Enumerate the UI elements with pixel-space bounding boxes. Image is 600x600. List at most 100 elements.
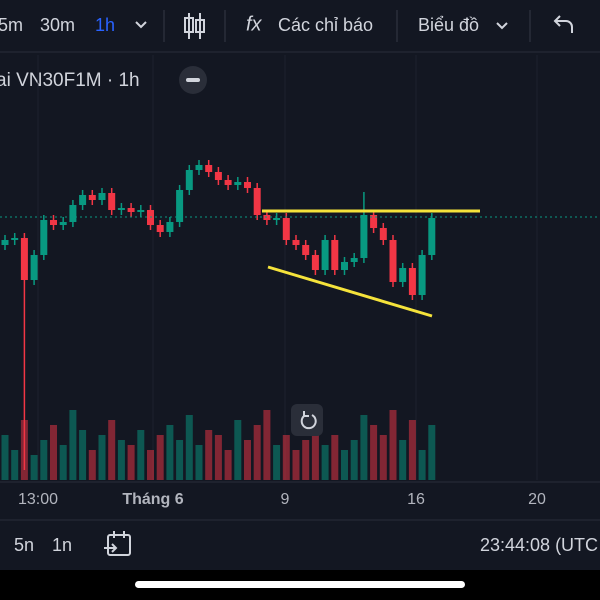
candle-body	[350, 258, 358, 262]
volume-bar	[88, 450, 96, 480]
candle-body	[79, 195, 87, 205]
volume-bar	[147, 450, 154, 480]
interval-5m[interactable]: 5m	[0, 15, 23, 35]
candle-body	[311, 255, 319, 270]
volume-bar	[117, 440, 125, 480]
candle-body	[253, 188, 261, 215]
volume-bar	[311, 430, 319, 480]
reset-button[interactable]	[291, 404, 323, 436]
x-tick-label: 20	[528, 491, 546, 508]
interval-30m[interactable]: 30m	[40, 15, 75, 35]
candle-body	[137, 210, 145, 212]
indicator-icon[interactable]: fx	[246, 13, 263, 35]
indicators-button[interactable]: Các chỉ báo	[278, 15, 373, 35]
candle-body	[195, 165, 203, 170]
candle-body	[117, 208, 125, 210]
candle-body	[234, 182, 242, 185]
volume-bar	[195, 445, 203, 480]
volume-bar	[341, 450, 348, 480]
candle-body	[292, 240, 300, 245]
interval-1h[interactable]: 1h	[95, 15, 115, 35]
candle-body	[185, 170, 193, 190]
x-tick-label: 9	[281, 491, 290, 508]
range-1n[interactable]: 1n	[52, 535, 72, 555]
grid	[37, 55, 538, 480]
volume-bar	[263, 410, 271, 480]
interval-chevron[interactable]	[135, 21, 147, 29]
volume-bar	[360, 415, 368, 480]
candle-body	[321, 240, 329, 270]
volume-bar	[40, 440, 48, 480]
candle-body	[69, 205, 77, 222]
volume-bar	[214, 435, 222, 480]
candle-body	[331, 240, 339, 270]
candle-body	[408, 268, 416, 295]
chart-type-chevron[interactable]	[496, 22, 508, 30]
volume-bar	[98, 435, 106, 480]
x-tick-label: 16	[407, 491, 425, 508]
candle-body	[59, 222, 67, 225]
candle-body	[166, 222, 174, 232]
range-5n[interactable]: 5n	[14, 535, 34, 555]
volume-bar	[418, 450, 426, 480]
volume-bar	[282, 435, 290, 480]
candle-body	[176, 190, 184, 222]
volume-bar	[11, 450, 19, 480]
candle-body	[224, 180, 232, 185]
candle-body	[399, 268, 407, 282]
candle-icon[interactable]	[184, 13, 205, 39]
candle-body	[341, 262, 348, 270]
chart-type-button[interactable]: Biểu đồ	[418, 15, 479, 35]
volume-bar	[321, 445, 329, 480]
candle-body	[205, 165, 213, 172]
volume-bar	[224, 450, 232, 480]
volume-bar	[127, 445, 135, 480]
candle-body	[360, 215, 368, 258]
volume-bar	[176, 440, 184, 480]
candle-body	[30, 255, 38, 280]
volume-bar	[79, 430, 87, 480]
volume-bar	[205, 430, 213, 480]
go-to-date-button[interactable]	[104, 531, 131, 556]
volume-bar	[399, 440, 407, 480]
drawn-trend-line[interactable]	[267, 265, 433, 318]
undo-button[interactable]	[553, 15, 573, 33]
x-tick-label: Tháng 6	[122, 491, 183, 508]
x-tick-label: 13:00	[18, 491, 58, 508]
volume-bar	[1, 435, 9, 480]
volume-bar	[50, 425, 57, 480]
symbol-legend: ai VN30F1M · 1h	[0, 70, 140, 91]
candle-body	[379, 228, 387, 240]
volume-bar	[244, 440, 251, 480]
candle-body	[11, 238, 19, 240]
volume-bar	[428, 425, 436, 480]
volume-bar	[69, 410, 77, 480]
volume-bar	[370, 425, 378, 480]
volume-bar	[379, 435, 387, 480]
volume-bar	[408, 420, 416, 480]
candle-body	[1, 240, 9, 245]
volume-bar	[302, 440, 310, 480]
candle-body	[127, 208, 135, 212]
candle-body	[389, 240, 397, 282]
candle-body	[50, 220, 57, 225]
volume-bar	[350, 440, 358, 480]
volume-bar	[30, 455, 38, 480]
reset-icon	[300, 411, 317, 430]
candle-body	[282, 218, 290, 240]
volume-bar	[108, 420, 116, 480]
candle-body	[108, 193, 116, 210]
volume-bar	[234, 420, 242, 480]
candle-body	[370, 215, 378, 228]
candle-body	[244, 182, 251, 188]
collapse-icon	[186, 78, 200, 82]
volume-bar	[59, 445, 67, 480]
candle-body	[156, 225, 164, 232]
volume-bar	[389, 410, 397, 480]
candle-body	[98, 193, 106, 200]
candle-body	[40, 220, 48, 255]
volume-bar	[253, 425, 261, 480]
volume-bar	[137, 430, 145, 480]
